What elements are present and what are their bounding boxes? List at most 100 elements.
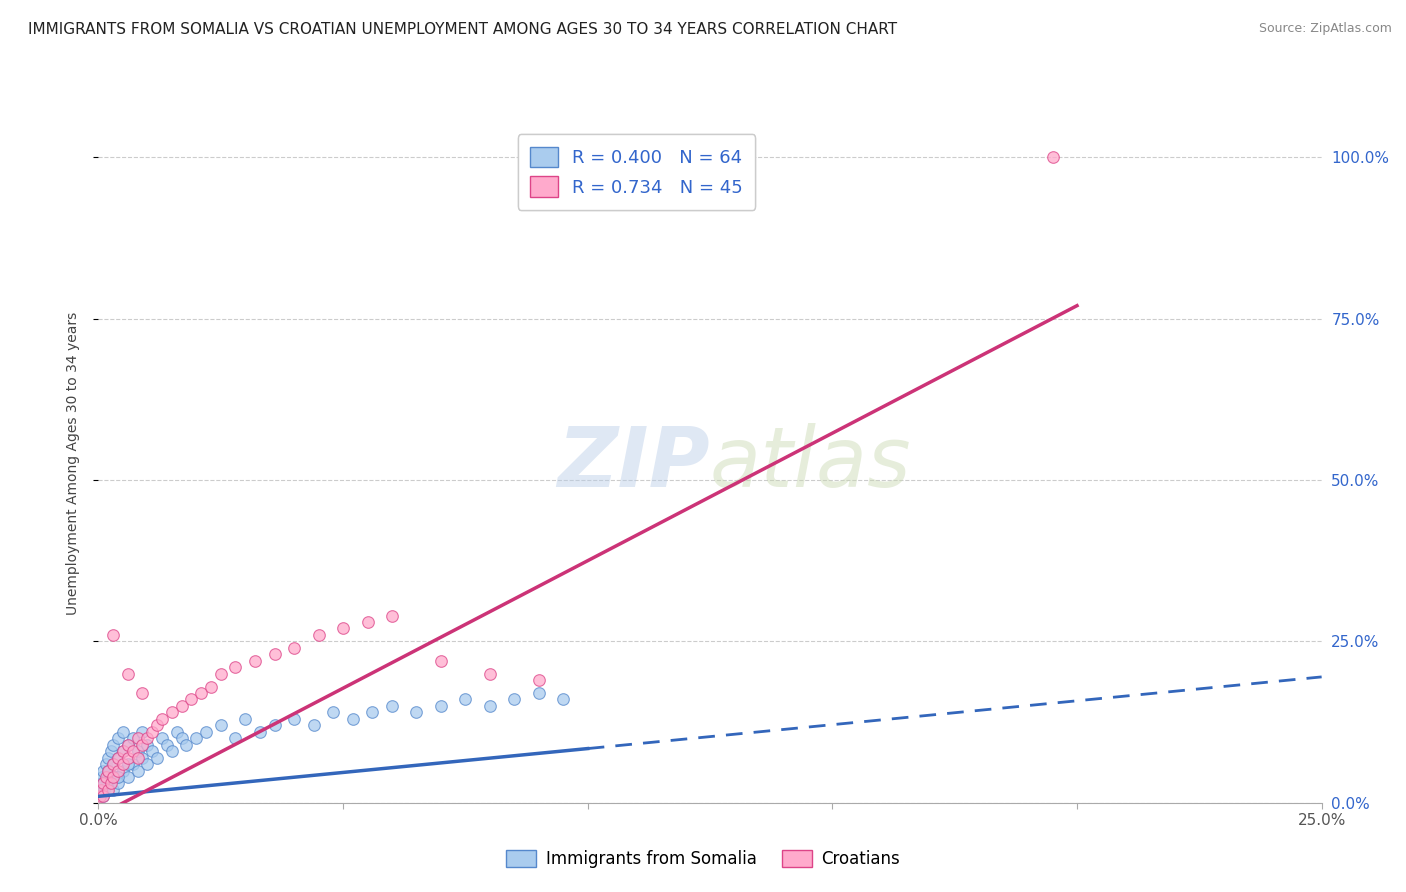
Point (121, 731, 143, 746)
Point (91, 764, 114, 778)
Point (90, 776, 112, 790)
Point (308, 628, 330, 642)
Point (100, 776, 122, 790)
Point (302, 718, 325, 732)
Point (322, 706, 344, 720)
Point (150, 712, 173, 726)
Point (131, 738, 153, 752)
Point (93, 783, 115, 797)
Point (146, 718, 169, 732)
Point (107, 731, 129, 746)
Point (332, 622, 354, 636)
Point (91, 789, 114, 804)
Point (190, 686, 212, 700)
Point (283, 712, 305, 726)
Point (381, 698, 404, 713)
Point (170, 698, 193, 713)
Point (127, 764, 149, 778)
Point (430, 698, 453, 713)
Point (117, 750, 139, 764)
Point (90, 783, 112, 797)
Legend: Immigrants from Somalia, Croatians: Immigrants from Somalia, Croatians (499, 843, 907, 875)
Point (91, 776, 114, 790)
Point (94, 757, 117, 772)
Point (136, 731, 159, 746)
Point (117, 738, 139, 752)
Point (361, 706, 384, 720)
Point (89, 783, 111, 797)
Point (224, 660, 246, 674)
Point (209, 718, 232, 732)
Point (111, 764, 134, 778)
Point (430, 654, 453, 668)
Point (283, 640, 305, 655)
Point (111, 757, 134, 772)
Point (186, 731, 208, 746)
Point (342, 712, 364, 726)
Point (111, 724, 134, 739)
Point (121, 744, 143, 758)
Legend: R = 0.400   N = 64, R = 0.734   N = 45: R = 0.400 N = 64, R = 0.734 N = 45 (517, 134, 755, 210)
Point (107, 776, 129, 790)
Point (176, 738, 198, 752)
Point (243, 654, 266, 668)
Point (107, 750, 129, 764)
Point (127, 731, 149, 746)
Point (195, 724, 218, 739)
Point (478, 666, 501, 681)
Point (104, 770, 127, 784)
Point (209, 666, 232, 681)
Point (136, 738, 159, 752)
Point (263, 718, 285, 732)
Point (233, 712, 256, 726)
Point (249, 724, 271, 739)
Point (478, 698, 501, 713)
Point (527, 686, 550, 700)
Point (170, 731, 193, 746)
Point (405, 706, 427, 720)
Point (136, 757, 159, 772)
Point (381, 608, 404, 623)
Point (224, 731, 246, 746)
Point (131, 750, 153, 764)
Point (117, 757, 139, 772)
Point (527, 673, 550, 687)
Point (100, 744, 122, 758)
Point (101, 628, 124, 642)
Point (97, 770, 120, 784)
Point (503, 692, 526, 706)
Point (553, 692, 575, 706)
Point (141, 724, 163, 739)
Point (101, 757, 124, 772)
Point (97, 783, 120, 797)
Point (89, 789, 111, 804)
Point (131, 724, 153, 739)
Point (101, 770, 124, 784)
Text: ZIP: ZIP (557, 424, 710, 504)
Point (121, 757, 143, 772)
Point (94, 770, 117, 784)
Point (91, 789, 114, 804)
Point (96, 776, 118, 790)
Point (200, 680, 222, 694)
Text: IMMIGRANTS FROM SOMALIA VS CROATIAN UNEMPLOYMENT AMONG AGES 30 TO 34 YEARS CORRE: IMMIGRANTS FROM SOMALIA VS CROATIAN UNEM… (28, 22, 897, 37)
Point (117, 738, 139, 752)
Point (111, 744, 134, 758)
Point (107, 770, 129, 784)
Point (156, 738, 179, 752)
Y-axis label: Unemployment Among Ages 30 to 34 years: Unemployment Among Ages 30 to 34 years (66, 312, 80, 615)
Point (127, 750, 149, 764)
Text: atlas: atlas (710, 424, 911, 504)
Point (111, 744, 134, 758)
Point (127, 744, 149, 758)
Point (101, 783, 124, 797)
Point (356, 615, 378, 629)
Point (101, 738, 124, 752)
Point (180, 692, 202, 706)
Point (98, 764, 121, 778)
Point (166, 724, 188, 739)
Point (1042, 150, 1064, 164)
Point (101, 757, 124, 772)
Point (97, 750, 120, 764)
Point (454, 692, 477, 706)
